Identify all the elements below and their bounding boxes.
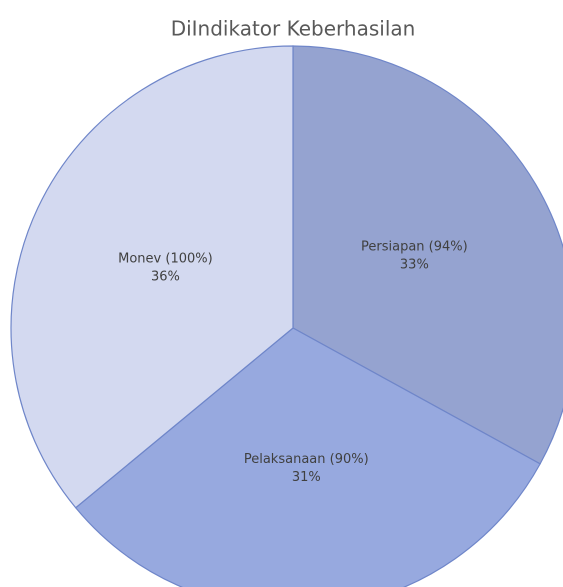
chart-title: DiIndikator Keberhasilan [171, 17, 416, 41]
slice-category-label: Pelaksanaan (90%) [244, 452, 369, 467]
pie [10, 45, 563, 587]
pie-slice [292, 45, 563, 465]
slice-category-label: Persiapan (94%) [361, 240, 468, 255]
slice-value-label: 36% [151, 269, 180, 284]
slice-value-label: 31% [292, 470, 321, 485]
pie-slice [10, 45, 294, 509]
slice-category-label: Monev (100%) [118, 251, 213, 266]
slice-value-label: 33% [400, 258, 429, 273]
pie-slice [74, 327, 541, 587]
